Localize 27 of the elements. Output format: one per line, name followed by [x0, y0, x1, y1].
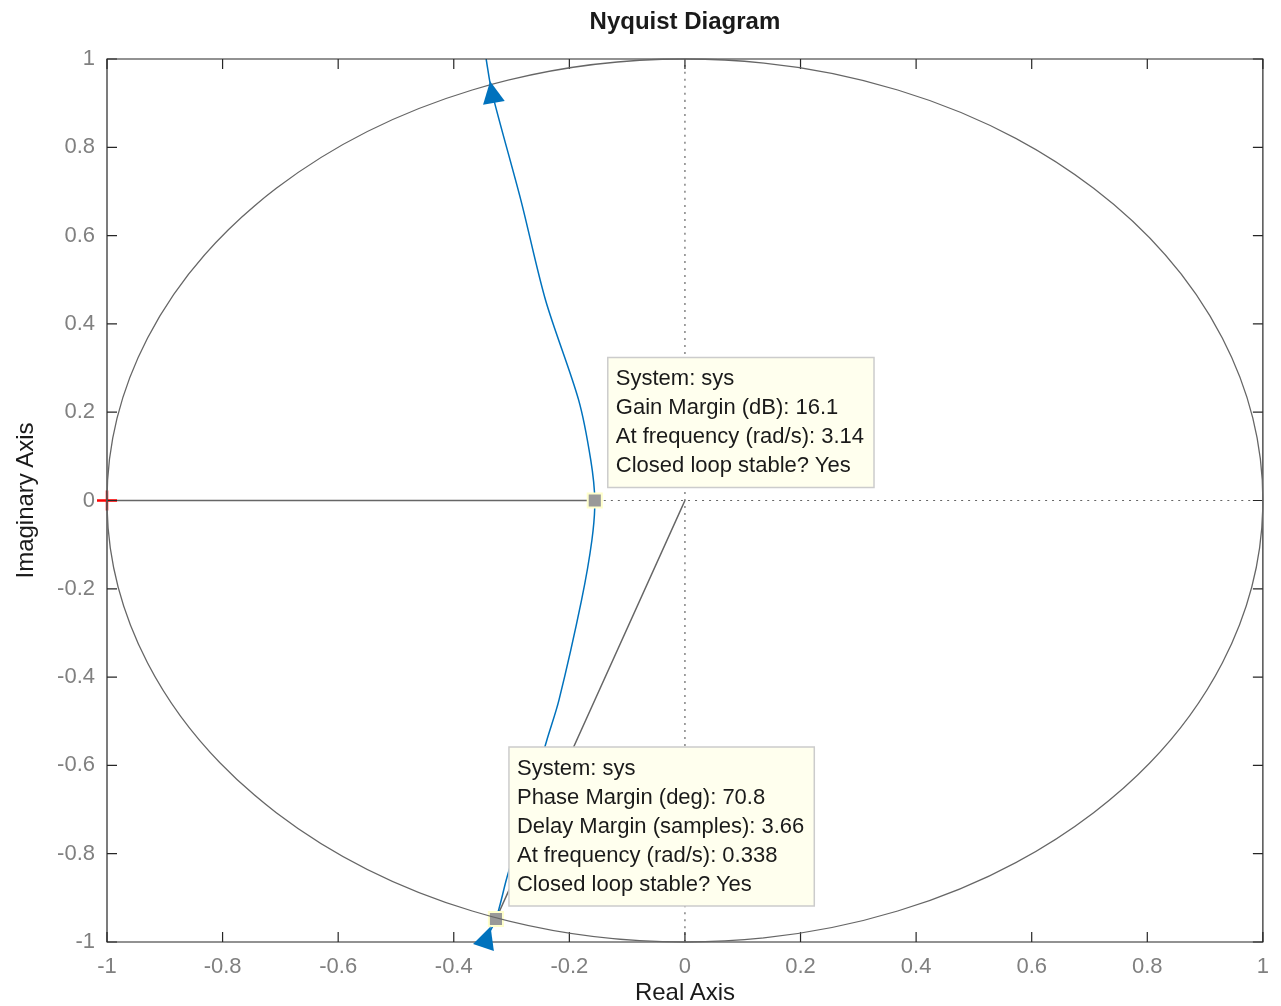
y-axis-title: Imaginary Axis	[10, 422, 38, 579]
x-tick-label: 0.6	[1016, 953, 1047, 979]
x-axis-title: Real Axis	[634, 977, 735, 1005]
y-tick-label: -0.8	[57, 839, 95, 865]
y-tick-label: 0	[82, 486, 95, 512]
y-tick-label: 0.2	[64, 398, 95, 424]
y-tick-label: -0.6	[57, 751, 95, 777]
x-tick-label: -0.6	[319, 953, 358, 979]
x-tick-label: 0.4	[900, 953, 932, 979]
y-tick-label: 1	[82, 45, 95, 71]
annotation: System: sys Gain Margin (dB): 16.1 At frequency (rad/s): 3.14 Closed loop stable? Yes	[615, 365, 865, 478]
chart-title: Nyquist Diagram	[589, 6, 781, 34]
y-tick-label: 0.6	[64, 221, 95, 247]
x-tick-label: -0.2	[550, 953, 589, 979]
annotation: System: sys Phase Margin (deg): 70.8 Delay Margin (samples): 3.66 At frequency (rad/s): 0.338 Closed loop stable? Yes	[516, 754, 805, 896]
point	[586, 492, 603, 509]
y-tick-label: 0.4	[64, 309, 95, 335]
x-tick-label: 1	[1256, 953, 1270, 979]
x-tick-label: -0.8	[203, 953, 242, 979]
y-tick-label: -0.2	[57, 574, 95, 600]
y-tick-label: -0.4	[57, 663, 95, 689]
x-tick-label: 0	[678, 953, 692, 979]
x-tick-label: -0.4	[434, 953, 473, 979]
x-tick-label: 0.2	[785, 953, 816, 979]
x-tick-label: 0.8	[1132, 953, 1163, 979]
y-tick-label: -1	[75, 928, 95, 954]
y-tick-label: 0.8	[64, 133, 95, 159]
